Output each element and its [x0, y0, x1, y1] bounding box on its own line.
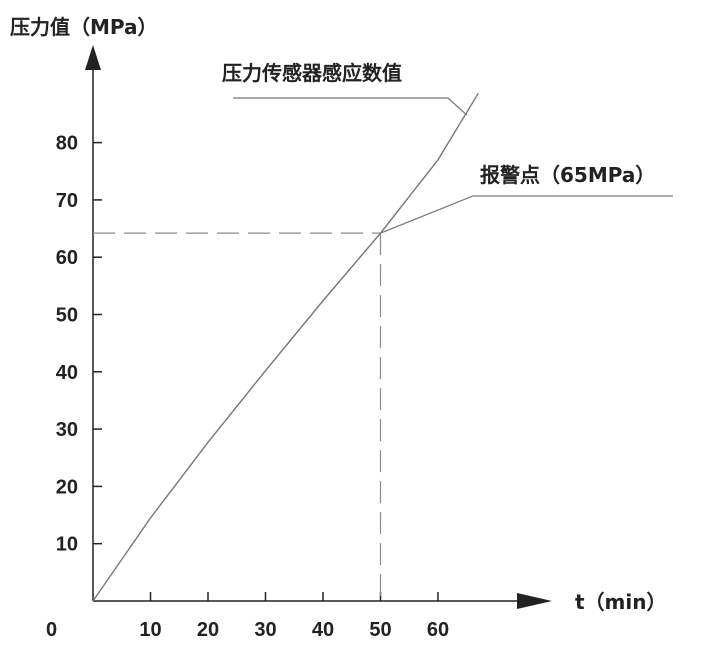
- y-tick-label: 30: [56, 419, 78, 441]
- alarm-label-leader: [380, 195, 673, 234]
- x-tick-label: 50: [369, 619, 391, 641]
- y-axis-arrow-icon: [85, 45, 101, 70]
- y-tick-label: 20: [56, 476, 78, 498]
- y-ticks: 10 20 30 40 50 60 70 80: [56, 133, 102, 556]
- x-axis-title: t（min）: [575, 590, 667, 614]
- y-tick-label: 10: [56, 534, 78, 556]
- x-tick-label: 30: [254, 619, 276, 641]
- x-tick-label: 20: [197, 619, 219, 641]
- x-tick-label: 40: [312, 619, 334, 641]
- series-line: [92, 92, 479, 602]
- y-tick-label: 60: [56, 247, 78, 269]
- y-tick-label: 50: [56, 305, 78, 327]
- origin-label: 0: [46, 619, 57, 641]
- series-name-label: 压力传感器感应数值: [222, 61, 402, 85]
- y-axis-title: 压力值（MPa）: [10, 15, 158, 39]
- x-ticks: 10 20 30 40 50 60: [139, 592, 449, 641]
- y-tick-label: 80: [56, 133, 78, 155]
- alarm-guides: [93, 232, 382, 601]
- y-tick-label: 70: [56, 190, 78, 212]
- alarm-label: 报警点（65MPa）: [480, 163, 655, 187]
- x-axis-arrow-icon: [517, 593, 552, 609]
- series-label-leader: [233, 97, 468, 116]
- x-tick-label: 10: [139, 619, 161, 641]
- x-tick-label: 60: [427, 619, 449, 641]
- y-tick-label: 40: [56, 362, 78, 384]
- series-group: [92, 92, 479, 602]
